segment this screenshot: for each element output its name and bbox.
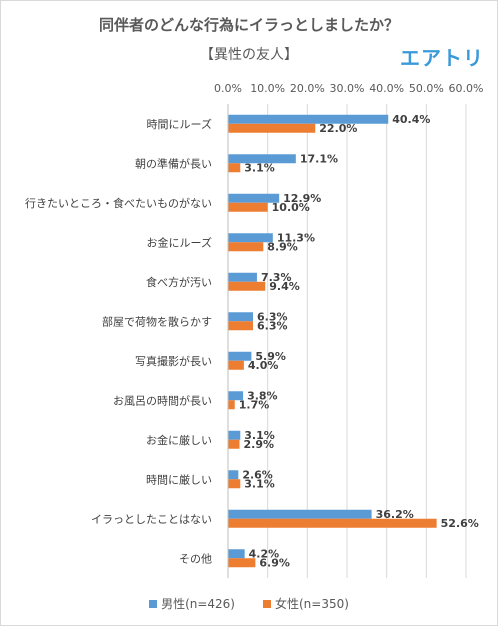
x-tick-label: 30.0%: [330, 82, 365, 95]
bar: [228, 202, 268, 212]
data-label: 2.9%: [244, 438, 275, 451]
bar: [228, 123, 316, 133]
bar: [228, 509, 372, 519]
x-tick-label: 20.0%: [290, 82, 325, 95]
legend-swatch-female: [263, 599, 271, 608]
category-label: 部屋で荷物を散らかす: [102, 314, 212, 328]
x-tick-label: 40.0%: [369, 82, 404, 95]
chart-subtitle: 【異性の友人】: [200, 47, 298, 63]
data-label: 3.1%: [244, 477, 275, 490]
data-label: 22.0%: [319, 122, 357, 135]
data-label: 1.7%: [239, 398, 270, 411]
data-label: 7.3%: [261, 271, 292, 284]
data-label: 3.1%: [244, 161, 275, 174]
data-label: 9.4%: [269, 280, 300, 293]
bar: [228, 558, 256, 568]
bar: [228, 154, 296, 164]
x-tick-label: 0.0%: [214, 82, 242, 95]
category-label: 行きたいところ・食べたいものがない: [25, 196, 212, 210]
x-tick-label: 50.0%: [409, 82, 444, 95]
data-label: 6.3%: [257, 319, 288, 332]
data-label: 10.0%: [272, 201, 310, 214]
data-label: 4.2%: [249, 547, 280, 560]
bar: [228, 518, 437, 528]
legend: 男性(n=426) 女性(n=350): [0, 595, 498, 612]
bar: [228, 312, 253, 322]
bar: [228, 242, 264, 252]
legend-label-male: 男性(n=426): [161, 597, 235, 611]
data-label: 12.9%: [283, 192, 321, 205]
category-label: お金に厳しい: [146, 433, 212, 447]
bar: [228, 400, 235, 410]
category-label: 時間にルーズ: [147, 117, 212, 131]
x-tick-label: 60.0%: [449, 82, 484, 95]
bar: [228, 233, 273, 243]
category-label: 食べ方が汚い: [146, 275, 212, 289]
bar: [228, 321, 253, 331]
legend-label-female: 女性(n=350): [275, 597, 349, 611]
bar: [228, 351, 252, 361]
data-label: 4.0%: [248, 359, 279, 372]
data-label: 6.9%: [259, 556, 290, 569]
bar: [228, 281, 266, 291]
bar: [228, 163, 241, 173]
bar: [228, 114, 389, 124]
data-label: 6.3%: [257, 310, 288, 323]
data-label: 3.1%: [244, 429, 275, 442]
x-tick-label: 10.0%: [250, 82, 285, 95]
category-label: 朝の準備が長い: [135, 156, 212, 170]
bar: [228, 360, 244, 370]
data-label: 17.1%: [300, 152, 338, 165]
bar: [228, 479, 241, 489]
bar: [228, 193, 280, 203]
category-label: その他: [179, 552, 212, 565]
data-label: 2.6%: [242, 468, 273, 481]
brand-logo: エアトリ: [400, 46, 484, 70]
category-label: お風呂の時間が長い: [113, 393, 212, 407]
data-label: 8.9%: [267, 240, 298, 253]
bar: [228, 549, 245, 559]
data-label: 5.9%: [255, 350, 286, 363]
chart-title: 同伴者のどんな行為にイラっとしましたか？: [98, 16, 399, 34]
category-label: お金にルーズ: [147, 235, 212, 249]
bar: [228, 391, 244, 401]
data-label: 3.8%: [247, 389, 278, 402]
category-label: イラっとしたことはない: [91, 513, 212, 526]
legend-swatch-male: [149, 599, 158, 608]
category-label: 時間に厳しい: [146, 472, 212, 486]
bar: [228, 439, 240, 449]
data-label: 36.2%: [376, 508, 414, 521]
bar: [228, 430, 241, 440]
legend-item-male: 男性(n=426): [149, 595, 235, 612]
bar: [228, 272, 257, 282]
data-label: 52.6%: [441, 517, 479, 530]
category-label: 写真撮影が長い: [135, 354, 212, 368]
data-label: 40.4%: [392, 113, 430, 126]
data-label: 11.3%: [277, 231, 315, 244]
bar: [228, 470, 239, 480]
legend-item-female: 女性(n=350): [263, 595, 349, 612]
